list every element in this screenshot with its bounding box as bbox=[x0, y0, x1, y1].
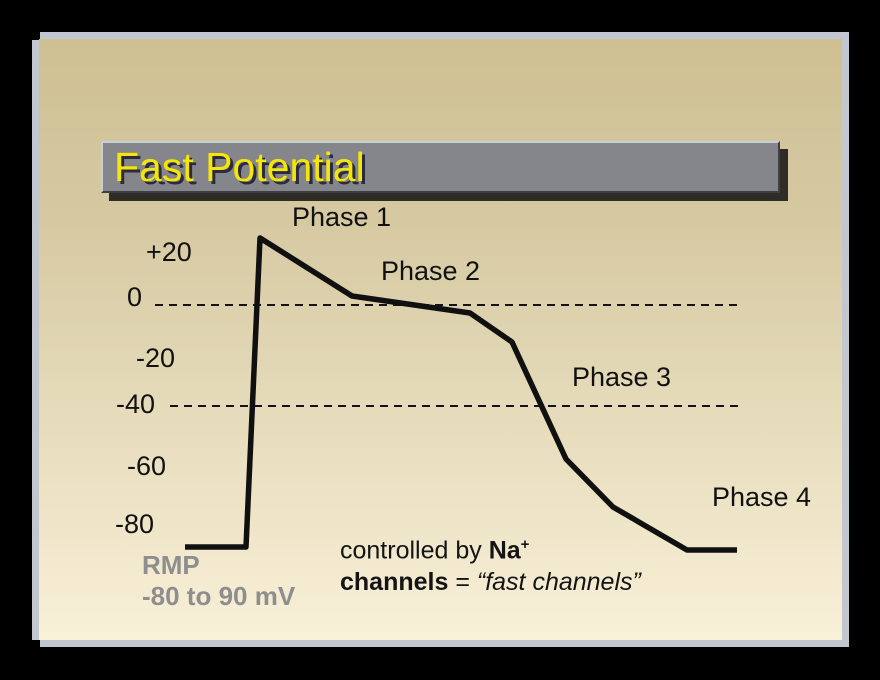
slide-title: Fast Potential bbox=[114, 143, 365, 190]
y-axis-tick-label: +20 bbox=[146, 237, 192, 267]
action-potential-curve bbox=[185, 235, 737, 553]
channels-note-line1: controlled by Na+ bbox=[340, 529, 641, 566]
phase-label: Phase 1 bbox=[292, 202, 392, 232]
slide-frame-edge-right bbox=[842, 32, 849, 646]
phase-label: Phase 4 bbox=[712, 482, 812, 512]
slide-frame-edge-bottom bbox=[40, 640, 849, 647]
slide-frame-edge-top bbox=[40, 32, 849, 39]
rmp-note: RMP -80 to 90 mV bbox=[142, 550, 295, 612]
note-na: Na bbox=[488, 536, 521, 565]
note-text: controlled by bbox=[340, 536, 489, 565]
note-channels: channels bbox=[340, 568, 449, 597]
slide-frame-edge-left bbox=[32, 40, 39, 640]
phase-label: Phase 3 bbox=[572, 362, 672, 392]
phase-label: Phase 2 bbox=[381, 256, 481, 286]
y-axis-tick-label: -80 bbox=[115, 509, 155, 539]
channels-note: controlled by Na+ channels = “fast chann… bbox=[340, 529, 641, 598]
rmp-range: -80 to 90 mV bbox=[142, 581, 296, 611]
y-axis-tick-label: -20 bbox=[136, 343, 176, 373]
y-axis-tick-label: -60 bbox=[127, 451, 167, 481]
y-axis-tick-label: 0 bbox=[127, 282, 143, 312]
title-bar: Fast Potential bbox=[101, 141, 780, 193]
rmp-label: RMP bbox=[142, 550, 200, 580]
slide-background bbox=[39, 39, 842, 640]
note-plus: + bbox=[520, 536, 530, 553]
note-fast-channels: “fast channels” bbox=[476, 568, 641, 597]
y-axis-tick-label: -40 bbox=[116, 389, 156, 419]
note-equals: = bbox=[448, 568, 477, 597]
channels-note-line2: channels = “fast channels” bbox=[340, 566, 641, 598]
